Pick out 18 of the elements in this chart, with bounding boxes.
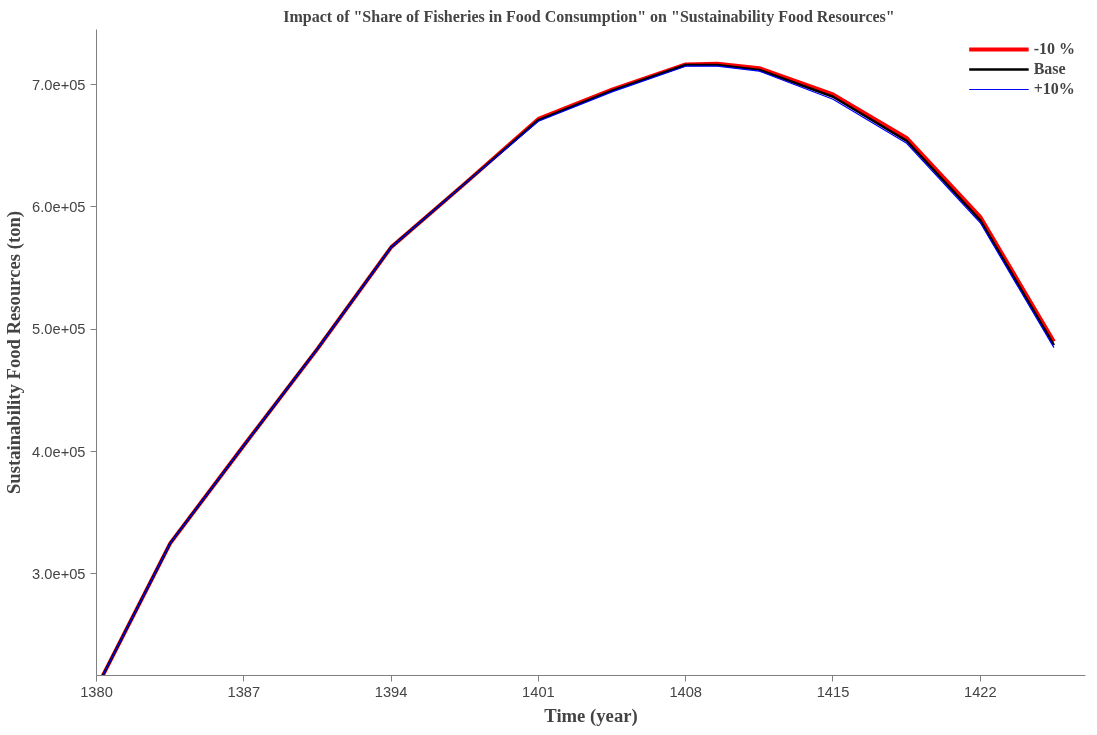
x-tick-label: 1387 [227,683,261,700]
y-tick-label: 4.0e+05 [32,443,86,460]
legend-label: -10 % [1033,40,1075,58]
legend-label: Base [1033,60,1066,78]
chart-title: Impact of "Share of Fisheries in Food Consumption" on "Sustainability Food Resources" [283,7,895,26]
x-tick-label: 1394 [374,683,408,700]
x-axis-title: Time (year) [544,704,638,727]
x-tick-label: 1408 [669,683,702,700]
y-tick-label: 6.0e+05 [32,198,86,215]
y-tick-label: 7.0e+05 [32,76,86,93]
y-tick-label: 5.0e+05 [32,321,86,338]
y-axis-title: Sustainability Food Resources (ton) [3,210,26,495]
x-tick-label: 1401 [522,683,555,700]
legend-label: +10% [1033,80,1075,98]
y-tick-label: 3.0e+05 [32,565,86,582]
x-tick-label: 1415 [816,683,850,700]
x-tick-label: 1380 [80,683,113,700]
x-tick-label: 1422 [963,683,997,700]
